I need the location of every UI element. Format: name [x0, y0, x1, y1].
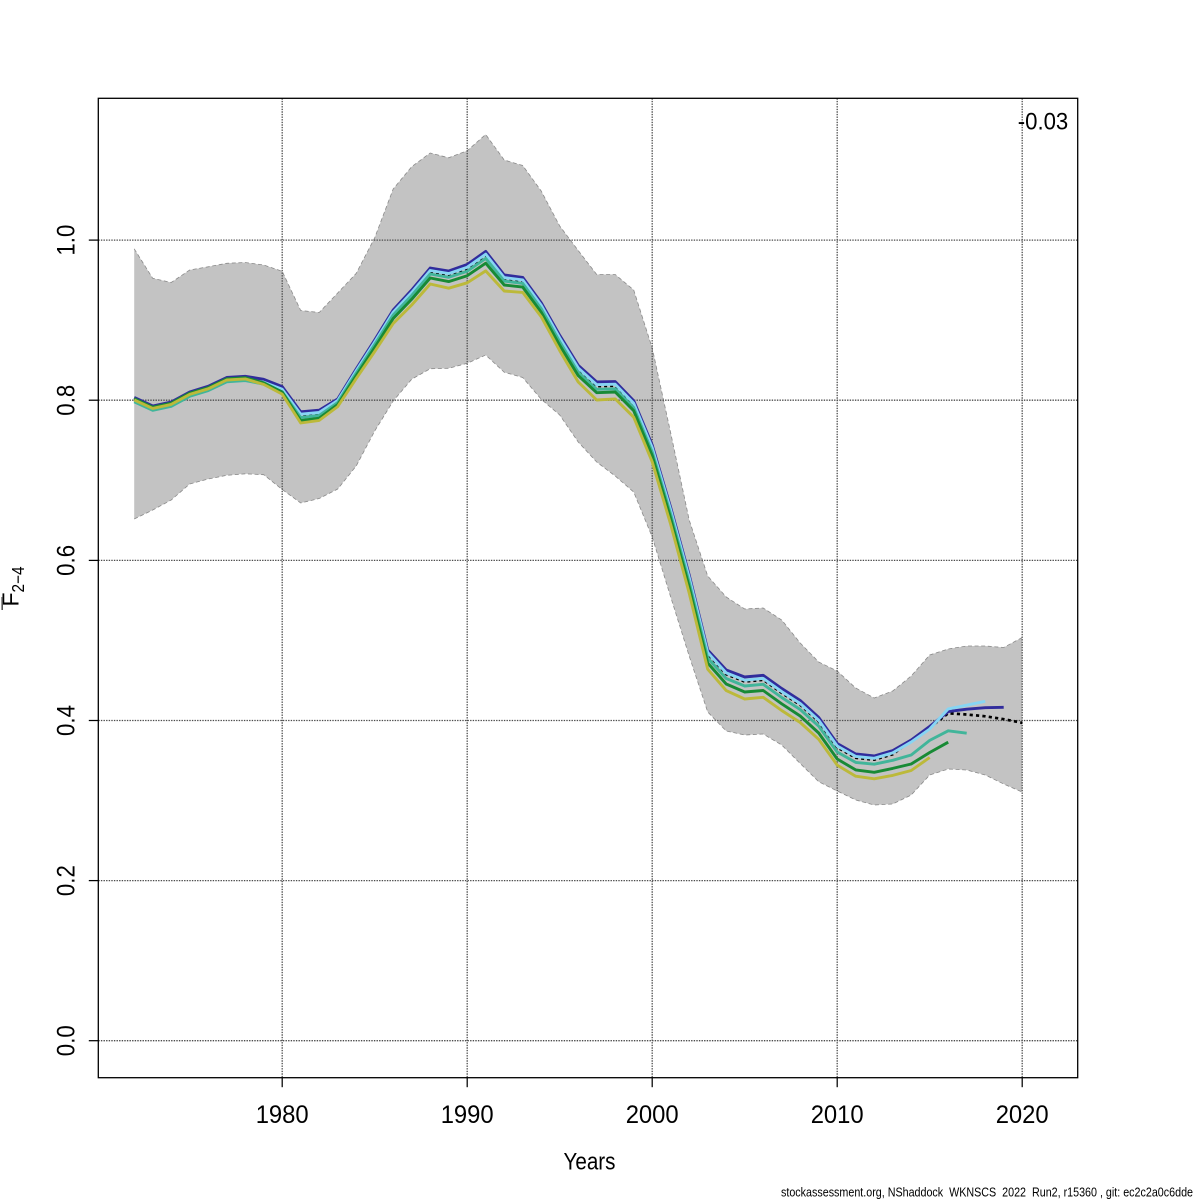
svg-text:2020: 2020: [996, 1101, 1049, 1129]
svg-text:0.2: 0.2: [53, 865, 81, 896]
svg-text:Years: Years: [564, 1149, 616, 1176]
svg-text:-0.03: -0.03: [1018, 109, 1069, 136]
svg-text:0.4: 0.4: [53, 705, 81, 736]
svg-text:0.6: 0.6: [53, 545, 81, 576]
svg-text:0.8: 0.8: [53, 385, 81, 416]
svg-text:2010: 2010: [811, 1101, 864, 1129]
svg-text:0.0: 0.0: [53, 1025, 81, 1056]
svg-text:1980: 1980: [256, 1101, 309, 1129]
svg-text:stockassessment.org, NShaddock: stockassessment.org, NShaddock WKNSCS 20…: [781, 1185, 1193, 1200]
svg-text:2000: 2000: [626, 1101, 679, 1129]
svg-text:1990: 1990: [441, 1101, 494, 1129]
svg-text:1.0: 1.0: [53, 225, 81, 256]
